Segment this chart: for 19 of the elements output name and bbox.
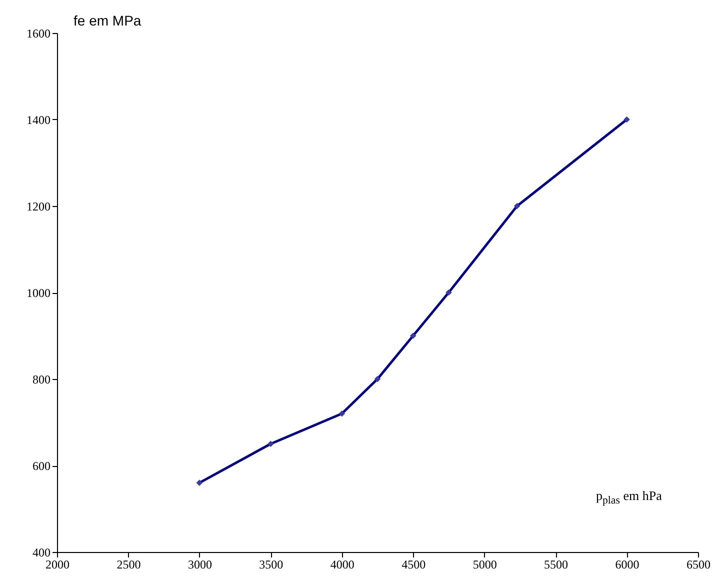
- x-tick-label: 5000: [472, 558, 497, 572]
- y-tick-label: 400: [32, 546, 50, 560]
- y-tick-label: 600: [32, 459, 50, 473]
- y-axis-title: fe em MPa: [74, 12, 142, 28]
- x-tick-label: 5500: [544, 558, 568, 572]
- x-tick-label: 4000: [330, 558, 354, 572]
- y-tick-label: 1200: [26, 200, 50, 214]
- x-tick-label: 4500: [402, 558, 426, 572]
- x-tick-label: 3000: [188, 558, 212, 572]
- x-tick-label: 6500: [686, 558, 710, 572]
- x-tick-label: 6000: [615, 558, 640, 572]
- y-tick-label: 1600: [26, 26, 50, 40]
- x-tick-label: 2500: [116, 558, 141, 572]
- y-tick-label: 1000: [26, 286, 50, 300]
- x-tick-label: 3500: [259, 558, 284, 572]
- y-tick-label: 800: [32, 372, 50, 386]
- x-axis-title: p$_{plas}$ em hPa: [596, 488, 662, 507]
- y-tick-label: 1400: [26, 113, 50, 127]
- x-tick-label: 2000: [46, 558, 70, 572]
